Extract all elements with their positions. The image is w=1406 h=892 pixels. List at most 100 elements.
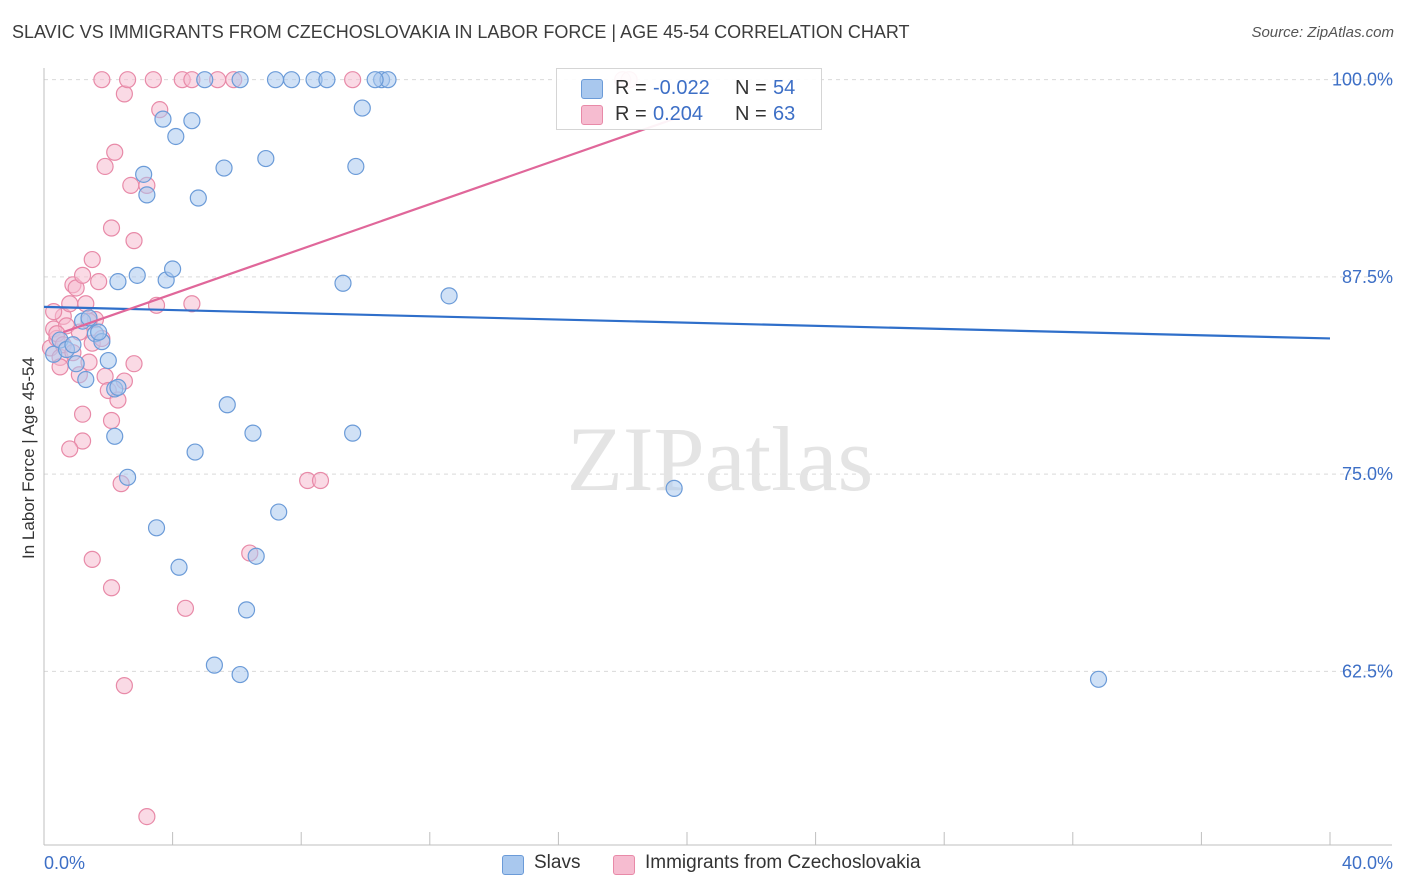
- czech-point: [118, 71, 137, 89]
- r-label: R =: [615, 77, 647, 99]
- slavs-trend-line: [43, 305, 1331, 340]
- slavs-legend-swatch: [502, 855, 524, 875]
- slavs-point: [205, 656, 223, 674]
- slavs-point: [183, 112, 201, 130]
- watermark: ZIPatlas: [567, 408, 874, 510]
- chart-title: SLAVIC VS IMMIGRANTS FROM CZECHOSLOVAKIA…: [12, 22, 910, 42]
- czech-point: [115, 85, 133, 103]
- slavs-point: [231, 665, 249, 684]
- czech-point: [83, 250, 101, 269]
- slavs-point: [353, 99, 371, 117]
- slavs-point: [128, 266, 146, 284]
- legend-row-slavs: R = -0.022 N = 54: [557, 75, 821, 101]
- trend-lines: [43, 113, 1331, 340]
- czech-point: [73, 405, 92, 423]
- slavs-point: [90, 323, 108, 341]
- slavs-point: [135, 165, 153, 183]
- slavs-point: [231, 71, 249, 89]
- n-label: N =: [735, 103, 767, 125]
- x-tick-label: 40.0%: [1342, 853, 1393, 873]
- czech-point: [115, 677, 133, 695]
- slavs-point: [344, 424, 362, 442]
- czech-point: [61, 440, 79, 458]
- czech-point: [106, 143, 124, 161]
- source-label: Source: ZipAtlas.com: [1251, 24, 1394, 41]
- czech-point: [176, 599, 195, 617]
- czech-point: [96, 157, 114, 176]
- czech-point: [102, 579, 121, 597]
- slavs-point: [347, 157, 365, 176]
- slavs-point: [118, 468, 137, 486]
- slavs-point: [237, 601, 256, 619]
- slavs-point: [154, 110, 172, 128]
- y-tick-label: 87.5%: [1342, 267, 1393, 287]
- grid-lines: [44, 79, 1392, 672]
- slavs-point: [665, 479, 683, 497]
- axis-labels: 62.5% 75.0% 87.5% 100.0% 0.0% 40.0% In Labor F…: [19, 70, 1393, 873]
- czech-point: [93, 71, 111, 89]
- slavs-point: [99, 351, 117, 370]
- y-tick-label: 100.0%: [1332, 70, 1393, 90]
- slavs-point: [218, 396, 236, 414]
- slavs-legend-label: Slavs: [534, 852, 581, 873]
- czech-point: [144, 71, 162, 89]
- y-tick-label: 75.0%: [1342, 464, 1393, 484]
- slavs-point: [106, 427, 124, 445]
- czech-legend-swatch: [613, 855, 635, 875]
- slavs-point: [186, 443, 204, 461]
- y-tick-label: 62.5%: [1342, 661, 1393, 681]
- slavs-point: [270, 503, 288, 521]
- czech-point: [102, 411, 121, 430]
- axes: [43, 68, 1392, 846]
- slavs-point: [318, 71, 336, 89]
- czech-point: [183, 295, 201, 313]
- czech-n-value: 63: [773, 103, 796, 125]
- slavs-point: [64, 336, 82, 354]
- czech-point: [73, 432, 92, 450]
- czech-point: [311, 471, 330, 490]
- czech-trend-line: [62, 113, 688, 334]
- czech-point: [125, 355, 143, 373]
- slavs-point: [215, 159, 233, 177]
- slavs-point: [282, 71, 301, 89]
- series-legend: Slavs Immigrants from Czechoslovakia: [0, 850, 1406, 878]
- y-axis-title: In Labor Force | Age 45-54: [19, 357, 38, 559]
- czech-point: [125, 232, 143, 250]
- n-label: N =: [735, 77, 767, 99]
- czech-point: [73, 266, 92, 284]
- slavs-point: [257, 149, 275, 168]
- czech-legend-label: Immigrants from Czechoslovakia: [645, 852, 921, 873]
- czech-point: [138, 807, 156, 826]
- czech-point: [344, 71, 362, 89]
- slavs-point: [196, 71, 214, 89]
- slavs-point: [109, 378, 127, 396]
- slavs-point: [266, 71, 285, 89]
- slavs-point: [1089, 670, 1108, 688]
- slavs-point: [138, 186, 156, 204]
- slavs-point: [147, 519, 166, 537]
- slavs-point: [164, 260, 182, 278]
- slavs-point: [167, 127, 185, 146]
- r-label: R =: [615, 103, 647, 125]
- czech-point: [102, 219, 121, 237]
- slavs-point: [67, 355, 85, 373]
- czech-point: [77, 295, 95, 313]
- slavs-n-value: 54: [773, 77, 796, 99]
- x-tick-label: 0.0%: [44, 853, 85, 873]
- slavs-point: [189, 189, 207, 207]
- slavs-point: [334, 274, 352, 292]
- slavs-point: [440, 287, 458, 305]
- slavs-point: [366, 71, 384, 89]
- slavs-point: [170, 558, 188, 576]
- czech-point: [83, 550, 101, 568]
- slavs-point: [244, 424, 262, 442]
- czech-r-value: 0.204: [653, 103, 704, 125]
- legend-row-czech: R = 0.204 N = 63: [557, 101, 821, 127]
- slavs-swatch: [581, 79, 603, 99]
- czech-swatch: [581, 105, 603, 125]
- slavs-point: [247, 547, 265, 565]
- czech-point: [90, 273, 108, 291]
- slavs-r-value: -0.022: [653, 77, 710, 99]
- slavs-point: [109, 273, 127, 291]
